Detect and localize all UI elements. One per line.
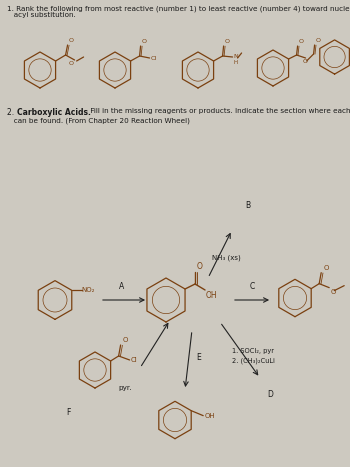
Text: O: O <box>69 38 74 43</box>
Text: H: H <box>233 61 238 65</box>
Text: C: C <box>249 282 255 291</box>
Text: NO₂: NO₂ <box>82 287 95 293</box>
Text: O: O <box>303 59 308 64</box>
Text: Carboxylic Acids.: Carboxylic Acids. <box>17 108 91 117</box>
Text: O: O <box>225 39 230 44</box>
Text: 2.: 2. <box>7 108 16 117</box>
Text: 1. Rank the following from most reactive (number 1) to least reactive (number 4): 1. Rank the following from most reactive… <box>7 5 350 19</box>
Text: O: O <box>299 39 303 44</box>
Text: O: O <box>69 61 74 66</box>
Text: O: O <box>330 289 336 295</box>
Text: E: E <box>196 354 201 362</box>
Text: O: O <box>122 337 128 343</box>
Text: NH₃ (xs): NH₃ (xs) <box>212 255 241 261</box>
Text: 1. SOCl₂, pyr: 1. SOCl₂, pyr <box>232 348 274 354</box>
Text: O: O <box>323 265 329 271</box>
Text: 2. (CH₃)₂CuLi: 2. (CH₃)₂CuLi <box>232 357 275 363</box>
Text: Cl: Cl <box>150 56 157 61</box>
Text: A: A <box>119 282 125 291</box>
Text: F: F <box>66 408 70 417</box>
Text: D: D <box>267 390 273 399</box>
Text: O: O <box>316 38 321 43</box>
Text: OH: OH <box>204 413 215 418</box>
Text: Fill in the missing reagents or products. Indicate the section where each reacti: Fill in the missing reagents or products… <box>88 108 350 114</box>
Text: pyr.: pyr. <box>118 385 132 391</box>
Text: N: N <box>233 55 238 59</box>
Text: can be found. (From Chapter 20 Reaction Wheel): can be found. (From Chapter 20 Reaction … <box>7 117 190 123</box>
Text: B: B <box>245 201 251 210</box>
Text: O: O <box>142 39 147 44</box>
Text: Cl: Cl <box>131 357 137 363</box>
Text: OH: OH <box>206 291 218 300</box>
Text: O: O <box>197 262 203 271</box>
